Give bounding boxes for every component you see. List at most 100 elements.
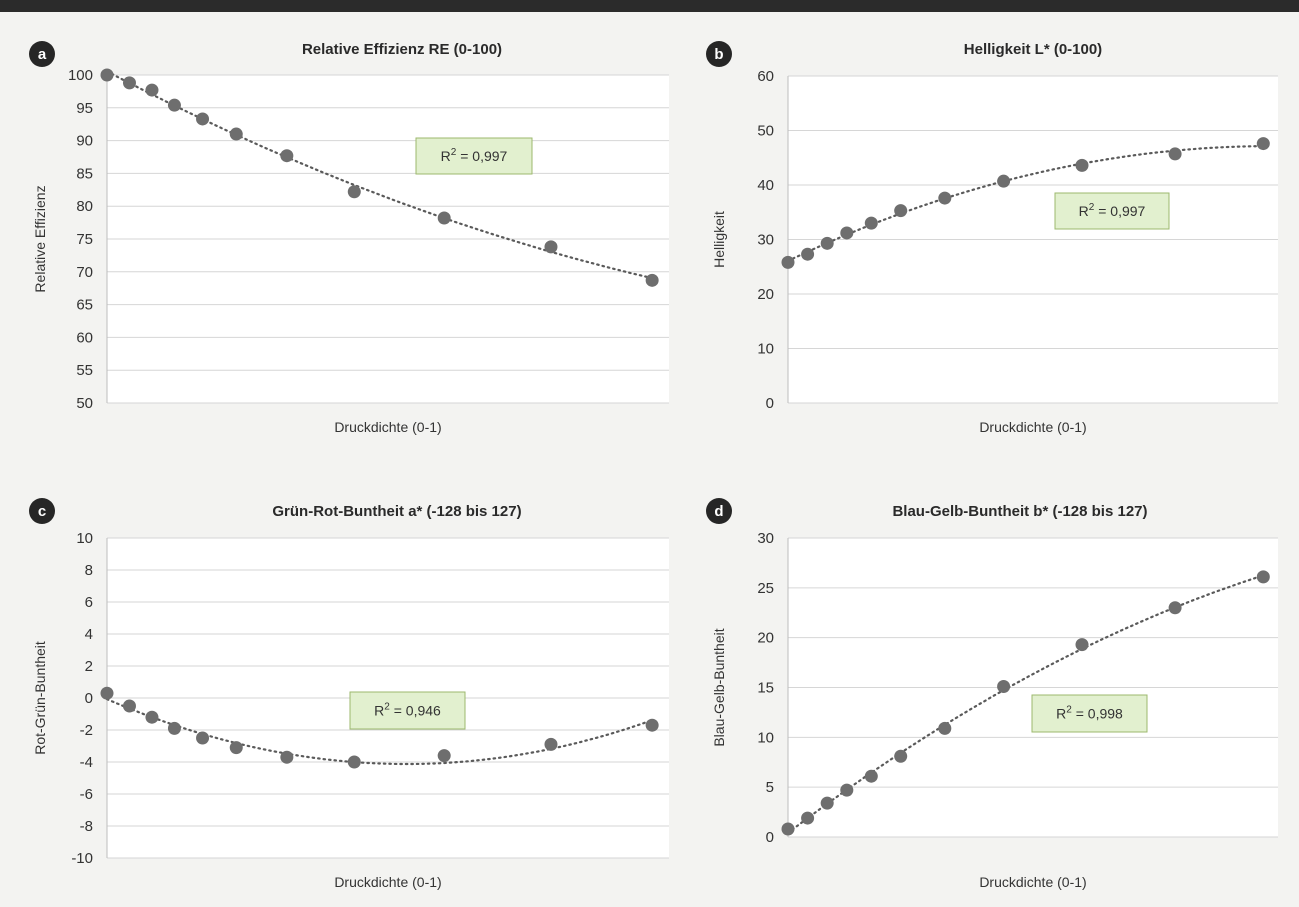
y-tick-label: -2: [80, 722, 93, 739]
y-tick-label: 0: [766, 829, 774, 846]
data-point: [437, 211, 451, 225]
y-tick-label: 90: [76, 133, 93, 150]
y-tick-label: 25: [757, 580, 774, 597]
chart-panel-c: -10 -8 -6 -4 -2 0 2 4 6 8 10 Grün-Rot-Buntheit a* (…: [29, 498, 669, 890]
data-point: [820, 236, 834, 250]
r-squared-box: [349, 691, 466, 730]
chart-panel-a: 50 55 60 65 70 75 80 85 90 95 100 Relative Effizien…: [29, 41, 669, 435]
chart-title: Blau-Gelb-Buntheit b* (-128 bis 127): [892, 503, 1147, 520]
y-tick-label: 50: [757, 123, 774, 140]
y-tick-label: 95: [76, 100, 93, 117]
y-tick-label: 0: [766, 395, 774, 412]
panel-badge-letter: b: [714, 46, 723, 63]
y-tick-label: 4: [85, 626, 93, 643]
data-point: [544, 240, 558, 254]
top-bar: [0, 0, 1299, 12]
chart-panel-d: 0 5 10 15 20 25 30 Blau-Gelb-Buntheit b* (-128 …: [706, 498, 1278, 890]
data-point: [864, 216, 878, 230]
y-axis-label: Rot-Grün-Buntheit: [32, 641, 48, 755]
y-tick-label: 75: [76, 231, 93, 248]
data-point: [801, 811, 815, 825]
data-point: [167, 98, 181, 112]
y-tick-label: 10: [76, 530, 93, 547]
data-point: [1075, 638, 1089, 652]
y-axis-label: Relative Effizienz: [32, 185, 48, 292]
panel-badge-letter: c: [38, 503, 46, 520]
x-axis-label: Druckdichte (0-1): [979, 874, 1086, 890]
y-tick-label: 5: [766, 779, 774, 796]
trend-line: [105, 698, 654, 766]
y-tick-label: 20: [757, 630, 774, 647]
y-tick-label: 100: [68, 67, 93, 84]
y-tick-label: 70: [76, 264, 93, 281]
y-axis-label: Helligkeit: [711, 211, 727, 268]
y-tick-label: 0: [85, 690, 93, 707]
chart-title: Relative Effizienz RE (0-100): [302, 41, 502, 58]
y-tick-label: 15: [757, 680, 774, 697]
data-point: [894, 204, 908, 218]
data-point: [100, 68, 114, 82]
y-tick-label: 10: [757, 341, 774, 358]
data-point: [145, 83, 159, 97]
r-squared-label: R2 = 0,998: [1056, 705, 1123, 722]
panel-badge-circle: [29, 498, 55, 524]
y-tick-label: 40: [757, 177, 774, 194]
data-point: [1256, 570, 1270, 584]
data-point: [145, 710, 159, 724]
data-point: [122, 76, 136, 90]
y-tick-label: 10: [757, 729, 774, 746]
panel-badge-letter: a: [38, 46, 47, 63]
data-point: [840, 226, 854, 240]
x-axis-label: Druckdichte (0-1): [334, 874, 441, 890]
data-point: [280, 149, 294, 163]
y-tick-label: 85: [76, 165, 93, 182]
panel-badge-circle: [706, 498, 732, 524]
trend-line: [105, 70, 654, 280]
data-point: [781, 822, 795, 836]
y-tick-label: 50: [76, 395, 93, 412]
data-point: [167, 721, 181, 735]
r-squared-label: R2 = 0,997: [441, 147, 508, 164]
panel-badge-circle: [29, 41, 55, 67]
data-point: [645, 273, 659, 287]
y-tick-label: 55: [76, 362, 93, 379]
data-point: [894, 749, 908, 763]
data-point: [280, 750, 294, 764]
chart-title: Grün-Rot-Buntheit a* (-128 bis 127): [272, 503, 521, 520]
data-point: [840, 783, 854, 797]
r-squared-label: R2 = 0,946: [374, 702, 441, 719]
data-point: [229, 741, 243, 755]
r-squared-box: [1054, 192, 1170, 230]
y-tick-label: -10: [71, 850, 93, 867]
chart-panel-b: 0 10 20 30 40 50 60 Helligkeit L* (0-100) b Helli…: [706, 41, 1278, 435]
data-point: [1075, 158, 1089, 172]
x-axis-label: Druckdichte (0-1): [334, 419, 441, 435]
y-tick-label: 80: [76, 198, 93, 215]
r-squared-box: [415, 137, 533, 175]
y-tick-label: 60: [76, 329, 93, 346]
data-point: [1256, 137, 1270, 151]
y-tick-label: -4: [80, 754, 93, 771]
data-point: [347, 755, 361, 769]
panel-badge-circle: [706, 41, 732, 67]
data-point: [645, 718, 659, 732]
data-point: [801, 247, 815, 261]
data-point: [347, 185, 361, 199]
y-tick-label: 30: [757, 530, 774, 547]
y-tick-label: 8: [85, 562, 93, 579]
y-tick-label: 30: [757, 232, 774, 249]
data-point: [938, 191, 952, 205]
chart-title: Helligkeit L* (0-100): [964, 41, 1102, 58]
data-point: [100, 686, 114, 700]
data-point: [437, 749, 451, 763]
data-point: [864, 769, 878, 783]
y-tick-label: 6: [85, 594, 93, 611]
y-tick-label: 2: [85, 658, 93, 675]
data-point: [196, 731, 210, 745]
data-point: [196, 112, 210, 126]
trend-line: [786, 574, 1265, 834]
data-point: [938, 721, 952, 735]
x-axis-label: Druckdichte (0-1): [979, 419, 1086, 435]
y-tick-label: 20: [757, 286, 774, 303]
